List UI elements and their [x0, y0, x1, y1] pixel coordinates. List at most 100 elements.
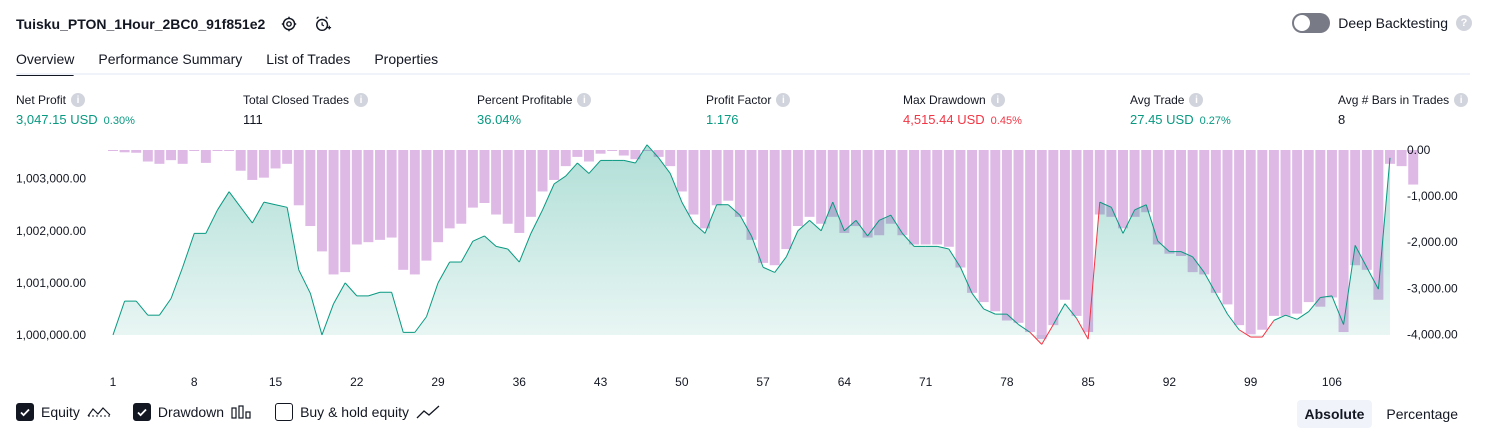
equity-line-segment — [159, 298, 172, 316]
equity-line-segment — [1366, 267, 1379, 290]
metric-percent: 0.45% — [990, 115, 1022, 127]
equity-line-segment — [321, 303, 335, 336]
x-axis-tick-label: 15 — [269, 375, 283, 389]
x-axis-tick-label: 78 — [1000, 375, 1014, 389]
x-axis-tick-label: 29 — [431, 375, 445, 389]
equity-line-segment — [1110, 207, 1124, 234]
equity-line-segment — [425, 282, 439, 317]
metric-label: Net Profit — [16, 93, 67, 107]
legend-drawdown[interactable]: Drawdown — [132, 403, 253, 421]
right-axis-tick-label: 0.00 — [1407, 143, 1431, 157]
deep-backtesting-toggle[interactable] — [1292, 13, 1331, 33]
drawdown-bar — [189, 150, 200, 151]
legend-equity[interactable]: Equity — [16, 403, 111, 421]
drawdown-bar — [1106, 150, 1117, 217]
metric-label: Max Drawdown — [903, 93, 986, 107]
drawdown-bar — [630, 150, 641, 160]
equity-line-segment — [1052, 303, 1066, 325]
x-axis-tick-label: 57 — [756, 375, 770, 389]
equity-line-segment — [658, 157, 671, 174]
info-icon[interactable]: i — [1454, 93, 1469, 107]
info-icon[interactable]: i — [990, 93, 1005, 107]
drawdown-bar — [1176, 150, 1187, 256]
equity-line-segment — [1122, 209, 1136, 234]
equity-line-segment — [1273, 314, 1286, 321]
info-icon[interactable]: i — [776, 93, 791, 107]
drawdown-bar — [1129, 150, 1140, 217]
drawdown-bar — [1280, 150, 1291, 316]
equity-line-segment — [809, 219, 822, 232]
equity-line-segment — [1238, 329, 1251, 338]
equity-line-segment — [135, 300, 149, 316]
drawdown-bar — [850, 150, 861, 227]
metric-value: 4,515.44 USD — [903, 112, 985, 127]
drawdown-bar — [282, 150, 293, 164]
tab-overview[interactable]: Overview — [16, 44, 75, 76]
tab-list-of-trades[interactable]: List of Trades — [266, 51, 351, 67]
equity-line-segment — [669, 173, 683, 203]
gear-icon[interactable] — [279, 14, 299, 34]
add-alert-clock-icon[interactable] — [313, 14, 333, 34]
drawdown-bar — [119, 150, 130, 153]
info-icon[interactable]: i — [577, 93, 592, 107]
absolute-mode-button[interactable]: Absolute — [1296, 400, 1373, 428]
legend-buy-hold[interactable]: Buy & hold equity — [275, 403, 440, 421]
drawdown-bar — [1268, 150, 1279, 316]
info-icon[interactable]: i — [354, 93, 369, 107]
drawdown-bar — [967, 150, 978, 293]
equity-line-segment — [1285, 314, 1298, 320]
equity-line-segment — [1087, 202, 1101, 340]
drawdown-bar — [792, 150, 803, 227]
drawdown-bar — [700, 150, 711, 229]
equity-line-segment — [820, 201, 834, 231]
tab-performance-summary[interactable]: Performance Summary — [98, 51, 243, 67]
drawdown-bar — [676, 150, 687, 192]
equity-line-segment — [460, 240, 474, 263]
equity-line-segment — [484, 235, 497, 247]
equity-line-segment — [414, 316, 427, 333]
equity-line-segment — [646, 144, 660, 159]
drawdown-bar — [1013, 150, 1024, 323]
metric-value: 36.04% — [477, 112, 522, 127]
legend-buy-hold-label: Buy & hold equity — [300, 404, 410, 420]
drawdown-bar — [479, 150, 490, 203]
drawdown-bar — [340, 150, 351, 273]
equity-line-segment — [228, 191, 242, 208]
x-axis-tick-label: 43 — [594, 375, 608, 389]
equity-line-segment — [844, 219, 857, 232]
drawdown-bar — [1048, 150, 1059, 326]
equity-line-segment — [1099, 201, 1112, 208]
equity-line-segment — [1157, 240, 1170, 252]
equity-checkbox[interactable] — [16, 403, 34, 421]
drawdown-bar — [839, 150, 850, 233]
drawdown-bar — [1315, 150, 1326, 307]
info-icon[interactable]: i — [71, 93, 86, 107]
drawdown-checkbox[interactable] — [132, 403, 151, 421]
equity-line-segment — [751, 235, 764, 268]
equity-line-segment — [542, 183, 555, 211]
metric-value: 8 — [1338, 112, 1346, 127]
drawdown-bar — [433, 150, 444, 243]
drawdown-bar — [1001, 150, 1012, 321]
drawdown-bar — [1234, 150, 1245, 326]
equity-line-segment — [530, 209, 543, 234]
deep-backtesting-control: Deep Backtesting ? — [1292, 13, 1472, 33]
equity-line-segment — [681, 201, 694, 224]
drawdown-bar — [758, 150, 769, 263]
x-axis-tick-label: 8 — [191, 375, 198, 389]
percentage-mode-button[interactable]: Percentage — [1386, 406, 1458, 422]
tab-properties[interactable]: Properties — [374, 51, 439, 67]
buy-hold-checkbox[interactable] — [275, 403, 294, 421]
drawdown-bar — [874, 150, 885, 236]
tabs-divider — [16, 73, 1470, 75]
report-tabs: Overview Performance Summary List of Tra… — [16, 44, 439, 76]
drawdown-bar — [1164, 150, 1175, 254]
equity-line-segment — [437, 261, 451, 284]
drawdown-bar — [177, 150, 188, 164]
equity-drawdown-chart[interactable]: 1,000,000.00 1,001,000.00 1,002,000.00 1,00… — [0, 140, 1486, 396]
equity-line-segment — [251, 201, 265, 224]
info-icon[interactable]: i — [1189, 93, 1204, 107]
equity-line-segment — [971, 292, 985, 310]
help-icon[interactable]: ? — [1456, 15, 1472, 31]
strategy-header: Tuisku_PTON_1Hour_2BC0_91f851e2 — [16, 12, 333, 36]
